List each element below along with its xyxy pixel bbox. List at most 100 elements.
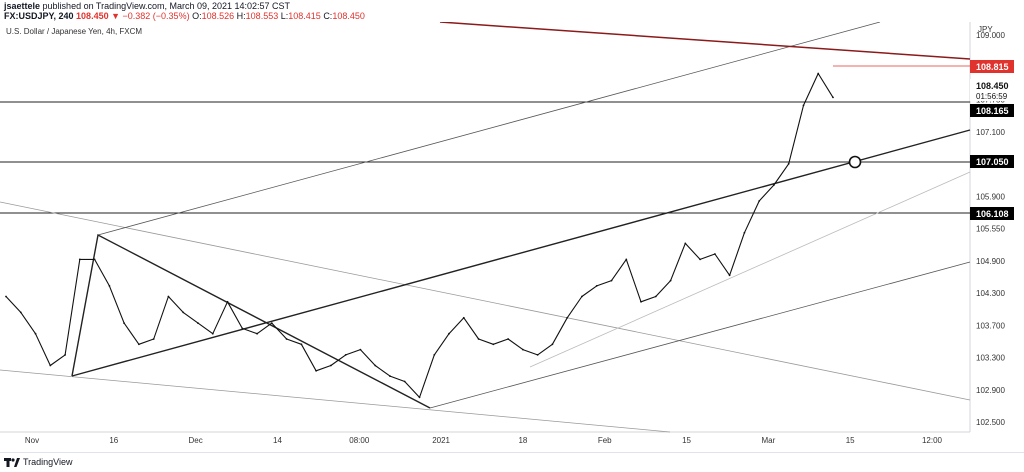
lower-channel-line[interactable] bbox=[0, 369, 671, 433]
last-price-header: 108.450 bbox=[76, 11, 109, 21]
price-point bbox=[270, 322, 273, 324]
symbol-line[interactable]: FX:USDJPY, 240 bbox=[4, 11, 74, 21]
price-point bbox=[256, 332, 258, 335]
price-point bbox=[699, 258, 701, 261]
low-label: L: bbox=[280, 11, 289, 21]
time-tick-label: 16 bbox=[109, 436, 118, 445]
level-1-label-bg bbox=[970, 104, 1014, 117]
lower-parallel-line[interactable] bbox=[429, 261, 971, 409]
open-label: O: bbox=[192, 11, 202, 21]
price-point bbox=[758, 200, 761, 202]
price-point bbox=[5, 295, 7, 298]
price-point bbox=[93, 258, 96, 261]
chart-title: U.S. Dollar / Japanese Yen, 4h, FXCM bbox=[6, 27, 142, 36]
upper-channel-line[interactable] bbox=[97, 22, 881, 236]
price-point bbox=[108, 285, 111, 287]
price-tick-label: 104.900 bbox=[976, 257, 1005, 266]
time-tick-label: 18 bbox=[518, 436, 527, 445]
price-tick-label: 105.900 bbox=[976, 192, 1005, 201]
price-point bbox=[344, 354, 347, 356]
price-point bbox=[684, 242, 687, 245]
price-chart[interactable]: U.S. Dollar / Japanese Yen, 4h, FXCM JPY… bbox=[0, 22, 1024, 452]
time-tick-label: 15 bbox=[846, 436, 855, 445]
plot-area[interactable] bbox=[0, 22, 970, 432]
time-tick-label: 08:00 bbox=[349, 436, 370, 445]
price-point bbox=[492, 343, 495, 346]
price-point bbox=[19, 311, 22, 314]
price-point bbox=[581, 295, 583, 298]
currency-label: JPY bbox=[978, 25, 993, 34]
price-point bbox=[49, 364, 52, 367]
target-circle[interactable] bbox=[848, 155, 862, 169]
chart-header: jsaettele published on TradingView.com, … bbox=[0, 0, 1024, 22]
price-point bbox=[197, 322, 199, 324]
price-point bbox=[300, 343, 303, 346]
price-point bbox=[418, 396, 421, 399]
price-point bbox=[625, 258, 628, 261]
price-point bbox=[773, 184, 775, 186]
time-tick-label: 2021 bbox=[432, 436, 450, 445]
tradingview-logo-icon bbox=[4, 457, 20, 467]
price-tick-label: 109.000 bbox=[976, 31, 1005, 40]
time-tick-label: Nov bbox=[25, 436, 39, 445]
price-point bbox=[330, 364, 332, 367]
price-tick-label: 102.500 bbox=[976, 418, 1005, 427]
published-text: published on TradingView.com, March 09, … bbox=[42, 1, 291, 11]
price-point bbox=[123, 322, 125, 324]
price-point bbox=[138, 343, 140, 346]
change-value: ▼ −0.382 (−0.35%) bbox=[111, 11, 190, 21]
time-tick-label: 14 bbox=[273, 436, 282, 445]
price-point bbox=[522, 348, 524, 351]
price-point bbox=[610, 279, 613, 282]
price-point bbox=[182, 311, 185, 314]
price-point bbox=[832, 96, 834, 99]
low-value: 108.415 bbox=[288, 11, 321, 21]
symbol-info: FX:USDJPY, 240 108.450 ▼ −0.382 (−0.35%)… bbox=[4, 11, 365, 22]
price-point bbox=[802, 104, 805, 107]
price-series bbox=[5, 72, 834, 399]
footer-bar: TradingView bbox=[0, 452, 1024, 472]
price-tick-label: 102.900 bbox=[976, 386, 1005, 395]
price-point bbox=[403, 380, 406, 383]
price-point bbox=[78, 258, 81, 261]
price-point bbox=[34, 332, 37, 335]
price-point bbox=[433, 354, 436, 356]
red-level-label: 108.815 bbox=[976, 62, 1009, 72]
price-point bbox=[536, 354, 539, 356]
level-1-label: 108.165 bbox=[976, 106, 1009, 116]
black-trendline[interactable] bbox=[71, 129, 971, 377]
price-point bbox=[714, 253, 716, 255]
price-point bbox=[817, 72, 820, 75]
price-point bbox=[448, 332, 450, 335]
price-tick-label: 105.550 bbox=[976, 225, 1005, 234]
price-point bbox=[64, 354, 66, 356]
price-point bbox=[315, 369, 317, 372]
close-label: C: bbox=[323, 11, 333, 21]
descending-gray-line[interactable] bbox=[0, 201, 971, 401]
price-axis-labels: 108.815 108.450 01:56:59 108.165 107.050… bbox=[970, 60, 1014, 220]
price-point bbox=[226, 300, 229, 303]
trendlines bbox=[0, 22, 971, 433]
time-tick-label: Feb bbox=[598, 436, 612, 445]
price-point bbox=[477, 338, 480, 340]
price-tick-label: 104.300 bbox=[976, 289, 1005, 298]
price-point bbox=[285, 338, 288, 340]
publish-info: jsaettele published on TradingView.com, … bbox=[4, 1, 290, 12]
time-axis: Nov 16 Dec 14 08:00 2021 18 Feb 15 Mar 15 12:00 bbox=[25, 436, 943, 445]
price-tick-label: 103.300 bbox=[976, 354, 1005, 363]
last-price-label-bg bbox=[970, 79, 1014, 101]
tradingview-logo[interactable]: TradingView bbox=[4, 457, 73, 467]
price-point bbox=[241, 327, 244, 330]
light-support-line[interactable] bbox=[529, 171, 971, 368]
author-name[interactable]: jsaettele bbox=[4, 1, 41, 11]
level-2-label-bg bbox=[970, 155, 1014, 168]
black-wedge-lines[interactable] bbox=[71, 233, 431, 409]
price-point bbox=[389, 375, 391, 377]
level-2-label: 107.050 bbox=[976, 157, 1009, 167]
price-point bbox=[167, 295, 170, 298]
price-point bbox=[359, 348, 362, 351]
last-price-label: 108.450 bbox=[976, 81, 1009, 91]
red-level-label-bg bbox=[970, 60, 1014, 73]
red-resistance-line[interactable] bbox=[439, 22, 971, 60]
horizontal-levels bbox=[0, 101, 970, 214]
